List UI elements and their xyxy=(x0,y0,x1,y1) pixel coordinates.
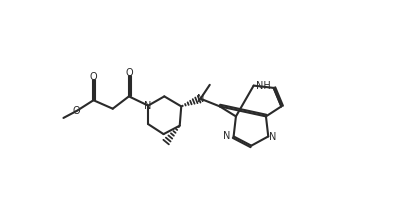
Text: O: O xyxy=(73,106,80,116)
Text: N: N xyxy=(197,94,204,104)
Text: NH: NH xyxy=(256,81,271,91)
Text: O: O xyxy=(90,72,97,82)
Text: N: N xyxy=(269,132,276,142)
Text: O: O xyxy=(125,68,133,78)
Text: N: N xyxy=(144,101,152,111)
Text: N: N xyxy=(223,131,231,141)
